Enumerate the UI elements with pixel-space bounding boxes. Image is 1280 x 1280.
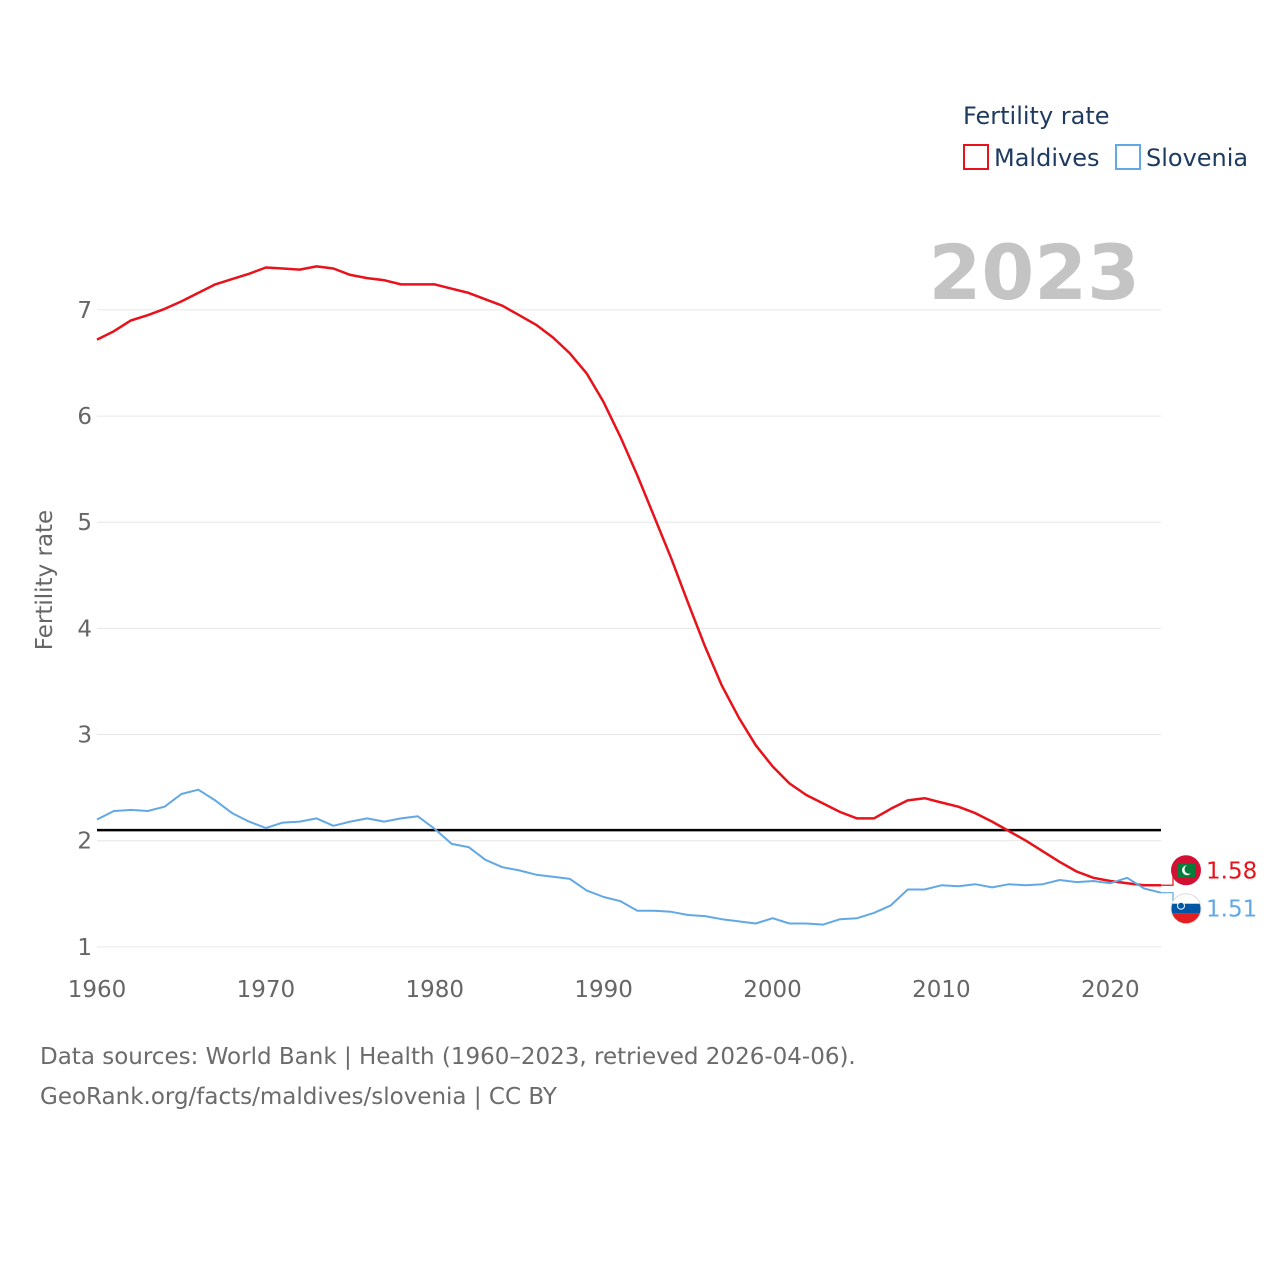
y-tick-label: 7 (77, 298, 92, 324)
x-tick-label: 1990 (574, 977, 633, 1003)
maldives-end-value: 1.58 (1206, 858, 1257, 884)
slovenia-flag-icon (1170, 893, 1202, 925)
legend-label-slovenia: Slovenia (1146, 144, 1248, 172)
series-line-slovenia[interactable] (96, 788, 1162, 926)
slovenia-end-value: 1.51 (1206, 897, 1257, 923)
legend-item-slovenia[interactable]: Slovenia (1115, 144, 1248, 172)
y-tick-label: 1 (77, 935, 92, 961)
x-tick-label: 2000 (743, 977, 802, 1003)
x-tick-label: 2010 (912, 977, 971, 1003)
series-lines (96, 265, 1162, 926)
legend-title: Fertility rate (963, 102, 1110, 130)
data-source-text: Data sources: World Bank | Health (1960–… (40, 1044, 856, 1070)
y-axis-ticks: 1 2 3 4 5 6 7 (77, 298, 92, 961)
x-tick-label: 1980 (406, 977, 465, 1003)
license-link[interactable]: GeoRank.org/facts/maldives/slovenia | CC… (40, 1084, 557, 1110)
x-tick-label: 2020 (1081, 977, 1140, 1003)
y-axis-title: Fertility rate (32, 510, 58, 650)
legend-swatch-maldives (963, 144, 989, 170)
x-tick-label: 1970 (237, 977, 296, 1003)
x-axis-ticks: 1960 1970 1980 1990 2000 2010 2020 (68, 977, 1140, 1003)
legend-label-maldives: Maldives (994, 144, 1099, 172)
series-line-maldives[interactable] (96, 265, 1161, 887)
y-tick-label: 2 (77, 829, 92, 855)
legend-item-maldives[interactable]: Maldives (963, 144, 1099, 172)
maldives-flag-icon (1171, 855, 1201, 886)
y-tick-label: 3 (77, 723, 92, 749)
legend-swatch-slovenia (1115, 144, 1141, 170)
y-tick-label: 6 (77, 404, 92, 430)
year-label: 2023 (928, 228, 1140, 317)
legend: Fertility rate Maldives Slovenia (963, 102, 1248, 172)
y-tick-label: 4 (77, 616, 92, 642)
end-labels: 1.58 1.51 (1161, 855, 1257, 925)
grid-lines (97, 309, 1161, 948)
y-tick-label: 5 (77, 510, 92, 536)
x-tick-label: 1960 (68, 977, 127, 1003)
